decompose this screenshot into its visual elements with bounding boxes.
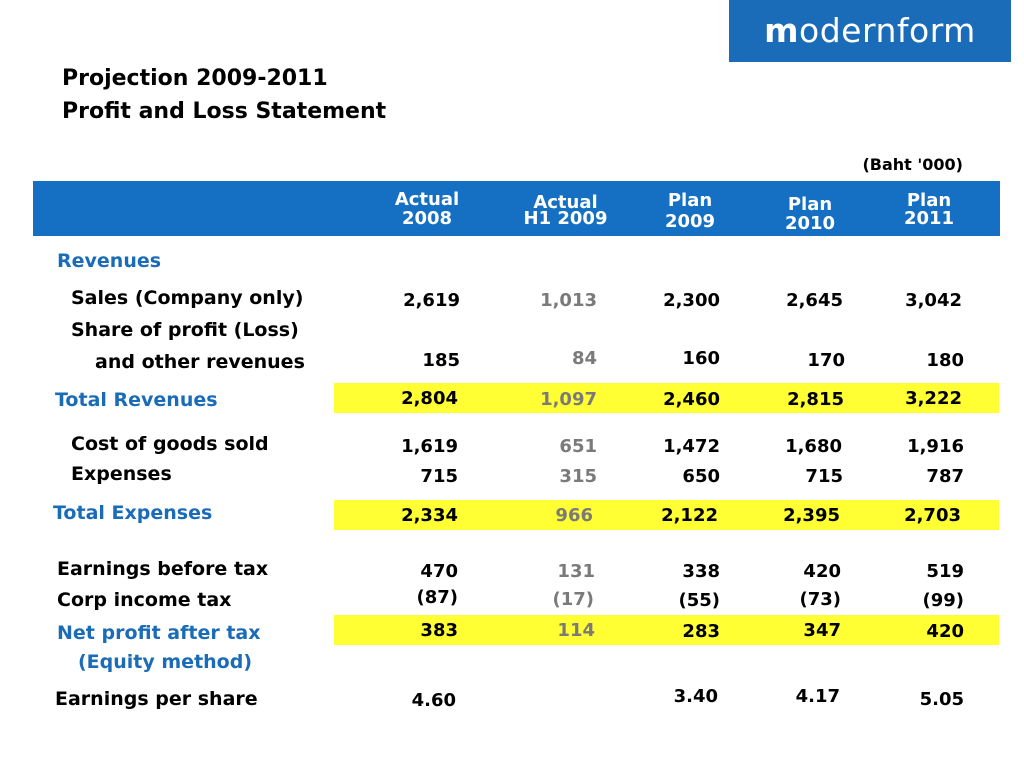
cell-total-exp-plan-2010: 2,395 [783,505,840,526]
row-label-share-profit-2: and other revenues [95,351,305,373]
row-label-net-profit-2: (Equity method) [78,651,253,673]
col-header-actual-h1-2009: Actual H1 2009 [523,192,608,229]
row-label-total-revenues: Total Revenues [55,389,218,411]
cell-np-plan-2009: 283 [682,621,720,642]
cell-tax-plan-2009: (55) [678,590,720,611]
cell-share-plan-2009: 160 [682,348,720,369]
cell-total-rev-plan-2010: 2,815 [787,389,844,410]
cell-eps-plan-2011: 5.05 [919,689,964,710]
cell-total-rev-plan-2011: 3,222 [905,388,962,409]
cell-cogs-plan-2009: 1,472 [663,436,720,457]
cell-total-exp-plan-2011: 2,703 [904,505,961,526]
cell-total-rev-actual-2008: 2,804 [401,388,458,409]
row-label-net-profit-1: Net profit after tax [57,622,261,644]
unit-label: (Baht '000) [862,155,963,174]
company-logo: modernform [729,0,1011,62]
cell-cogs-actual-2008: 1,619 [401,436,458,457]
row-label-cogs: Cost of goods sold [71,433,269,455]
cell-np-plan-2011: 420 [926,621,964,642]
revenues-heading: Revenues [57,250,162,272]
cell-total-exp-actual-h1-2009: 966 [555,505,593,526]
cell-tax-actual-h1-2009: (17) [552,589,594,610]
cell-ebt-actual-h1-2009: 131 [557,561,595,582]
cell-tax-plan-2011: (99) [922,590,964,611]
cell-ebt-plan-2009: 338 [682,561,720,582]
cell-np-plan-2010: 347 [803,620,841,641]
cell-exp-actual-h1-2009: 315 [559,466,597,487]
cell-sales-plan-2009: 2,300 [663,290,720,311]
col-header-plan-2009: Plan 2009 [664,190,716,232]
cell-sales-plan-2010: 2,645 [786,290,843,311]
col-header-plan-2010: Plan 2010 [784,194,836,234]
row-label-share-profit-1: Share of profit (Loss) [71,319,299,341]
row-label-expenses: Expenses [71,463,172,485]
row-label-corp-tax: Corp income tax [57,589,232,611]
total-revenues-highlight [334,383,999,413]
net-profit-highlight [334,615,999,645]
cell-total-rev-actual-h1-2009: 1,097 [540,389,597,410]
row-label-sales: Sales (Company only) [71,287,304,309]
cell-cogs-plan-2010: 1,680 [785,436,842,457]
column-header-bar: Actual 2008 Actual H1 2009 Plan 2009 Plan 20… [33,181,1000,236]
cell-cogs-plan-2011: 1,916 [907,436,964,457]
page-title-line1: Projection 2009-2011 [62,66,328,91]
cell-share-plan-2010: 170 [807,350,845,371]
row-label-ebt: Earnings before tax [57,558,269,580]
cell-tax-plan-2010: (73) [799,589,841,610]
col-header-plan-2011: Plan 2011 [903,190,955,229]
cell-tax-actual-2008: (87) [416,587,458,608]
cell-share-plan-2011: 180 [926,350,964,371]
cell-sales-actual-2008: 2,619 [403,290,460,311]
cell-eps-actual-2008: 4.60 [411,690,456,711]
cell-eps-plan-2009: 3.40 [673,686,718,707]
cell-sales-plan-2011: 3,042 [905,290,962,311]
cell-ebt-plan-2011: 519 [926,561,964,582]
total-expenses-highlight [334,500,999,530]
cell-total-rev-plan-2009: 2,460 [663,389,720,410]
cell-cogs-actual-h1-2009: 651 [559,436,597,457]
cell-np-actual-2008: 383 [420,620,458,641]
cell-total-exp-plan-2009: 2,122 [661,505,718,526]
row-label-total-expenses: Total Expenses [53,502,213,524]
row-label-eps: Earnings per share [55,688,258,710]
cell-np-actual-h1-2009: 114 [557,620,595,641]
col-header-actual-2008: Actual 2008 [394,189,460,229]
cell-exp-plan-2010: 715 [805,466,843,487]
page-title-line2: Profit and Loss Statement [62,99,387,124]
cell-share-actual-h1-2009: 84 [571,348,597,369]
cell-ebt-actual-2008: 470 [420,561,458,582]
cell-share-actual-2008: 185 [422,350,460,371]
cell-exp-plan-2011: 787 [926,466,964,487]
cell-sales-actual-h1-2009: 1,013 [540,290,597,311]
cell-total-exp-actual-2008: 2,334 [401,505,458,526]
cell-eps-plan-2010: 4.17 [795,686,840,707]
cell-exp-plan-2009: 650 [682,466,720,487]
cell-ebt-plan-2010: 420 [803,561,841,582]
cell-exp-actual-2008: 715 [420,466,458,487]
